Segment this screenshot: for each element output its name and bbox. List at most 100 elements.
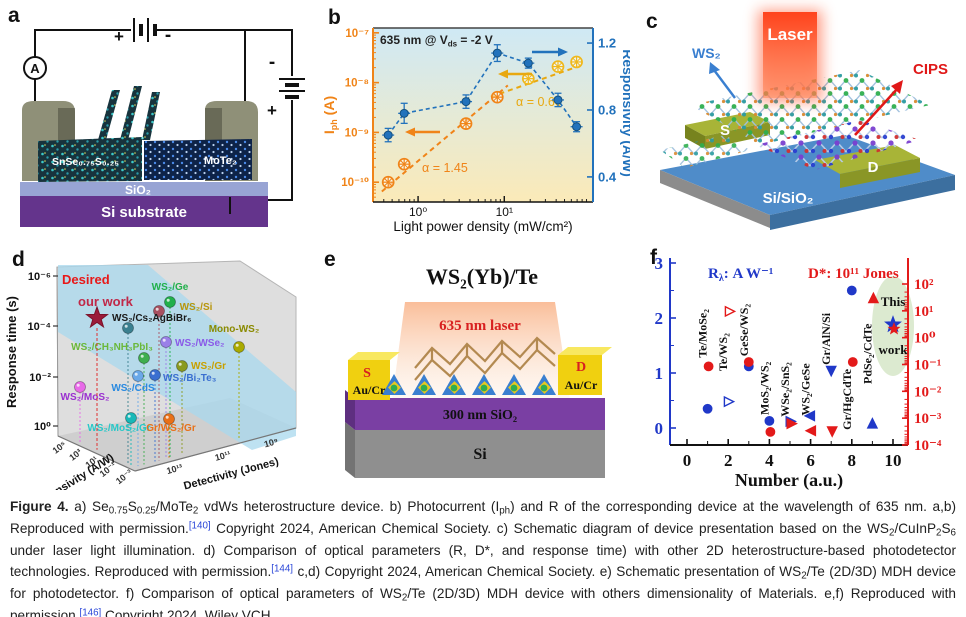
point-label: WS₂/MoS₂/Gr	[87, 423, 150, 434]
cips-lattice	[755, 120, 920, 170]
yright-tick-label: 10⁻¹	[914, 357, 941, 373]
z-axis-label: Response time (s)	[4, 296, 19, 408]
yleft-tick-label: 10⁻¹⁰	[341, 177, 369, 189]
caption-segment: [144]	[271, 563, 293, 575]
yright-tick-label: 10²	[914, 277, 934, 293]
panel-label-c: c	[646, 10, 658, 33]
battery-icon	[133, 18, 157, 42]
caption-segment: a) Se	[68, 499, 109, 514]
detectivity-tick-label: 10¹¹	[214, 449, 232, 463]
yright-tick-label: 1.2	[598, 36, 616, 51]
point-label: WS₂/Bi₂Te₃	[163, 373, 217, 384]
caption-segment: 2	[889, 527, 895, 539]
drain-electrode	[558, 355, 602, 395]
x-axis-label: Light power density (mW/cm²)	[393, 219, 572, 234]
substrate-label: Si/SiO₂	[763, 190, 814, 207]
battery2-minus-label: -	[269, 52, 275, 73]
yleft-tick-label: 10⁻⁸	[345, 78, 369, 90]
responsivity-series	[382, 44, 583, 143]
yright-tick-label: 0.8	[598, 102, 616, 117]
panel-b: b 10⁰ 10¹ 10⁻⁷ 10⁻⁸ 10⁻⁹ 10⁻¹⁰ 1.2 0.8 0.4 α = 1.…	[320, 0, 630, 240]
caption-segment: 6	[950, 527, 956, 539]
cips-arrow	[854, 87, 899, 136]
x-axis-label: Number (a.u.)	[735, 470, 843, 490]
ws2-chain	[382, 374, 556, 395]
panel-f: f 0 2 4 6 8 10 0 1 2 3 10² 10¹ 10⁰ 10⁻¹ 10⁻² 10⁻³ 10⁻⁴ Rλ…	[630, 240, 966, 490]
this-work-label-2: work	[879, 342, 909, 357]
drain-electrode-top	[815, 145, 920, 174]
x-tick-label: 10	[885, 451, 902, 470]
desired-band	[58, 265, 296, 450]
yright-tick-label: 0.4	[598, 169, 617, 184]
x-tick-label: 6	[806, 451, 815, 470]
caption-segment: ph	[499, 505, 511, 517]
cips-label: CIPS	[913, 61, 948, 78]
cips-arrowhead	[891, 80, 903, 94]
z-tick-label: 10⁻⁶	[28, 271, 51, 283]
drain-label: D	[576, 360, 586, 375]
caption-segment: S	[127, 499, 137, 514]
panel-d: d 10⁻⁶ 10⁻⁴ 10⁻² 10⁰ Response time (s) 10⁵ 10³…	[0, 240, 320, 490]
ws2-arrow	[713, 69, 736, 99]
substrate-front-face	[770, 175, 955, 230]
panel-e: e WS₂(Yb)/Te 635 nm laser	[320, 240, 630, 490]
point-label: WS₂/Gr	[191, 361, 226, 372]
source-label: S	[363, 366, 371, 381]
x-tick-label: 10⁰	[409, 205, 427, 219]
caption-segment: under laser light illumination. d) Compa…	[10, 543, 956, 579]
panel-e-schematic: WS₂(Yb)/Te 635 nm laser	[345, 264, 612, 478]
this-work-label-1: This	[881, 294, 906, 309]
column-label: PdSe₂/CdTe	[860, 323, 874, 384]
fit-line	[381, 84, 509, 193]
point-label: WS₂/CH₃NH₃PbI₃	[71, 342, 153, 353]
point-label: WS₂/Cs₂AgBiBr₆	[112, 313, 192, 324]
detectivity-tick-label: 10⁹	[263, 436, 279, 449]
mote2-flake	[144, 139, 252, 180]
point-label: WS₂/Si	[180, 302, 213, 313]
panel-a-schematic: A + - - + SnSe₀.₇₅S₀.₂₅ MoTe₂ Si	[20, 18, 305, 227]
ws2-arrowhead	[709, 62, 720, 74]
x-tick-label: 4	[765, 451, 774, 470]
yleft-tick-label: 10⁻⁷	[345, 28, 369, 40]
yleft-tick-label: 1	[655, 364, 664, 383]
iph-series	[381, 55, 583, 189]
caption-segment: 0.75	[108, 505, 128, 517]
panel-c: c	[630, 0, 966, 240]
te-lattice	[414, 336, 556, 381]
caption-segment: 2	[801, 570, 807, 582]
source-electrode-top	[348, 352, 400, 360]
ws2-lattice	[690, 70, 930, 145]
drain-electrode-top	[558, 347, 612, 355]
caption-segment: /Te (2D/3D) MDH device with others dimen…	[10, 585, 956, 617]
yright-axis-label: Responsivity (A/W)	[620, 49, 630, 177]
yright-tick-label: 10¹	[914, 304, 934, 320]
yright-tick-label: 10⁻²	[914, 384, 942, 400]
caption-segment: 2	[192, 505, 199, 517]
vertical-flake-3	[142, 92, 160, 140]
responsivity-tick-label: 10⁵	[51, 439, 68, 456]
device-title: WS₂(Yb)/Te	[426, 264, 538, 289]
yleft-tick-label: 10⁻⁹	[345, 127, 369, 139]
point-label: Gr/WS₂/Gr	[146, 423, 196, 434]
caption-segment: ) and R of the corresponding device at t…	[10, 499, 956, 537]
drain-aucr-label: Au/Cr	[565, 378, 598, 392]
laser-beam	[392, 302, 570, 400]
detectivity-axis	[134, 427, 297, 472]
column-label: Gr/HgCdTe	[840, 368, 854, 430]
responsivity-axis	[57, 435, 136, 472]
z-tick-label: 10⁰	[34, 421, 51, 433]
iph-arrowhead	[405, 127, 415, 137]
yright-tick-label: 10⁻⁴	[914, 438, 942, 454]
point-label: WS₂/MoS₂	[61, 392, 110, 403]
plot-background	[373, 28, 593, 202]
oxide-label: SiO₂	[125, 183, 151, 197]
sio2-block	[355, 398, 605, 430]
our-work-star	[85, 305, 109, 329]
left-flake-label: SnSe₀.₇₅S₀.₂₅	[52, 156, 119, 168]
caption-segment: /MoTe	[155, 499, 193, 514]
ammeter-icon	[23, 56, 47, 80]
detectivity-tick-label: 10¹³	[165, 462, 183, 476]
battery-minus-label: -	[165, 25, 171, 46]
